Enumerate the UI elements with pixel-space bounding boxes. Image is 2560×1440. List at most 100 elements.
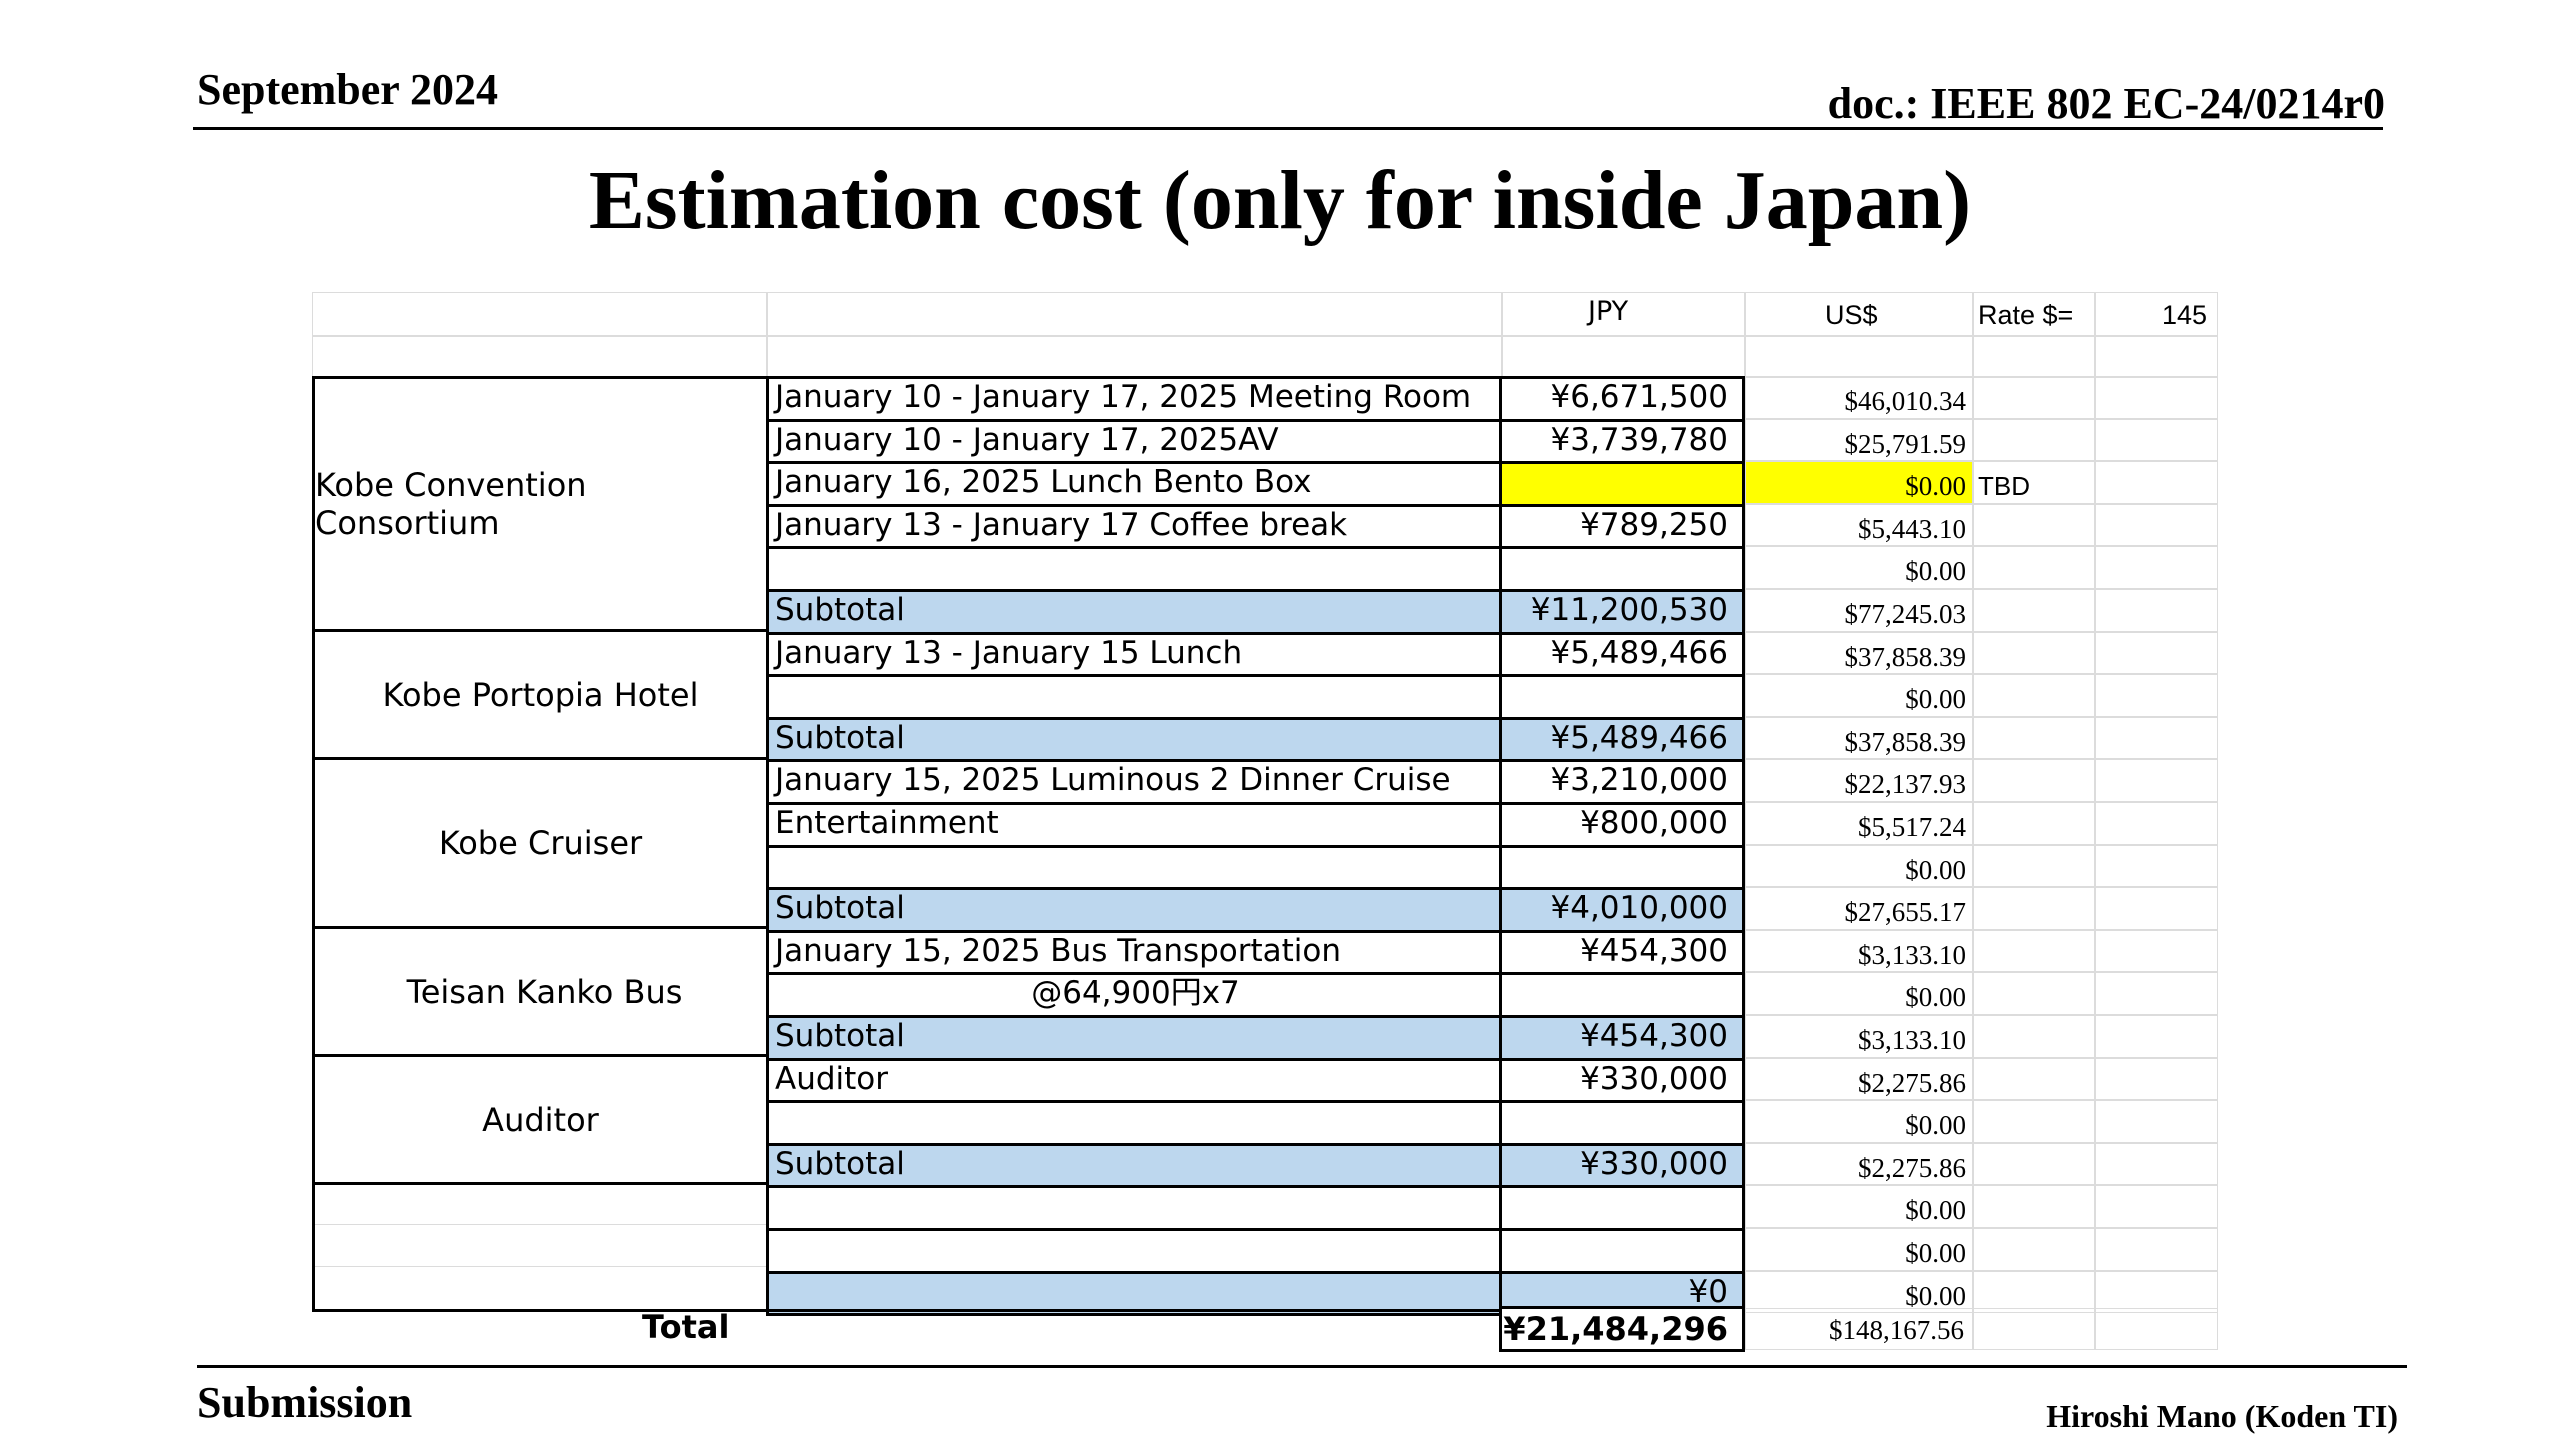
grid-cell [2095,589,2218,632]
grid-cell [2095,504,2218,546]
row-usd: $0.00 [1745,1271,1973,1313]
row-usd: $0.00 [1745,461,1973,504]
row-note [1973,376,2095,419]
row-usd: $22,137.93 [1745,759,1973,802]
row-item: January 15, 2025 Luminous 2 Dinner Cruis… [766,759,1505,805]
row-jpy: ¥6,671,500 [1499,376,1745,422]
cost-table: JPY US$ Rate $= 145 Kobe Convention Cons… [312,292,2218,1352]
grid-cell [1502,292,1745,336]
grid-cell [2095,930,2218,972]
row-usd: $46,010.34 [1745,376,1973,419]
grid-cell [2095,972,2218,1015]
row-item: Subtotal [766,1015,1505,1061]
row-note [1973,845,2095,887]
grid-cell [1745,336,1973,378]
group-kobe-portopia-hotel: Kobe Portopia Hotel [312,629,769,760]
row-item: January 15, 2025 Bus Transportation [766,930,1505,975]
row-note [1973,419,2095,461]
total-label: Total [642,1308,730,1346]
total-rule [312,1309,1502,1312]
group-kobe-cruiser: Kobe Cruiser [312,757,769,929]
grid-cell [2095,546,2218,589]
grid-cell [2095,717,2218,759]
grid-cell [2095,887,2218,930]
row-item: Entertainment [766,802,1505,848]
row-item: Auditor [766,1058,1505,1103]
rate-value: 145 [2161,300,2207,330]
row-note [1973,1185,2095,1228]
row-item [766,845,1505,890]
row-jpy [1499,845,1745,890]
grid-cell [2095,1271,2218,1313]
row-usd: $0.00 [1745,674,1973,717]
row-usd: $0.00 [1745,1185,1973,1228]
row-note [1973,1143,2095,1185]
footer-author: Hiroshi Mano (Koden TI) [2046,1398,2398,1434]
row-note [1973,1271,2095,1313]
header-date: September 2024 [197,65,499,114]
row-usd: $0.00 [1745,1100,1973,1143]
column-header-usd: US$ [1825,300,1878,330]
row-note [1973,930,2095,972]
row-jpy [1499,1228,1745,1274]
row-jpy: ¥5,489,466 [1499,632,1745,677]
row-jpy: ¥330,000 [1499,1143,1745,1188]
row-note [1973,1228,2095,1271]
grid-cell [312,336,767,378]
footer-submission: Submission [197,1378,413,1427]
row-jpy: ¥789,250 [1499,504,1745,549]
row-jpy: ¥3,739,780 [1499,419,1745,464]
group-auditor: Auditor [312,1054,769,1185]
total-usd: $148,167.56 [1745,1308,1973,1350]
row-jpy: ¥800,000 [1499,802,1745,848]
row-item: January 16, 2025 Lunch Bento Box [766,461,1505,507]
grid-cell [312,292,767,336]
grid-cell [2095,292,2218,336]
row-jpy [1499,461,1745,507]
row-usd: $37,858.39 [1745,632,1973,674]
row-usd: $37,858.39 [1745,717,1973,759]
row-jpy: ¥11,200,530 [1499,589,1745,635]
row-jpy: ¥330,000 [1499,1058,1745,1103]
row-item [766,674,1505,720]
row-jpy: ¥3,210,000 [1499,759,1745,805]
row-jpy [1499,1185,1745,1231]
group-empty [312,1182,769,1312]
row-item: Subtotal [766,589,1505,635]
row-note [1973,759,2095,802]
grid-cell [1973,292,2095,336]
grid-cell [1973,1308,2095,1350]
row-usd: $27,655.17 [1745,887,1973,930]
rate-label: Rate $= [1978,300,2074,330]
row-note [1973,802,2095,845]
grid-cell [2095,759,2218,802]
row-item [766,546,1505,592]
row-item: Subtotal [766,1143,1505,1188]
row-jpy [1499,674,1745,720]
row-usd: $5,443.10 [1745,504,1973,546]
row-jpy [1499,546,1745,592]
row-usd: $2,275.86 [1745,1143,1973,1185]
row-usd: $0.00 [1745,546,1973,589]
row-jpy [1499,1100,1745,1146]
grid-line [315,1224,766,1267]
grid-cell [2095,1185,2218,1228]
row-note [1973,632,2095,674]
header-rule [193,127,2383,130]
row-note [1973,1015,2095,1058]
grid-cell [2095,802,2218,845]
grid-cell [2095,376,2218,419]
row-usd: $0.00 [1745,845,1973,887]
grid-cell [2095,1100,2218,1143]
row-item [766,1228,1505,1274]
row-jpy: ¥5,489,466 [1499,717,1745,762]
row-usd: $0.00 [1745,972,1973,1015]
row-note [1973,589,2095,632]
row-usd: $2,275.86 [1745,1058,1973,1100]
row-note [1973,717,2095,759]
grid-cell [2095,419,2218,461]
row-item: January 13 - January 15 Lunch [766,632,1505,677]
row-item [766,1100,1505,1146]
header-doc-id: doc.: IEEE 802 EC-24/0214r0 [1827,79,2385,128]
row-usd: $3,133.10 [1745,930,1973,972]
